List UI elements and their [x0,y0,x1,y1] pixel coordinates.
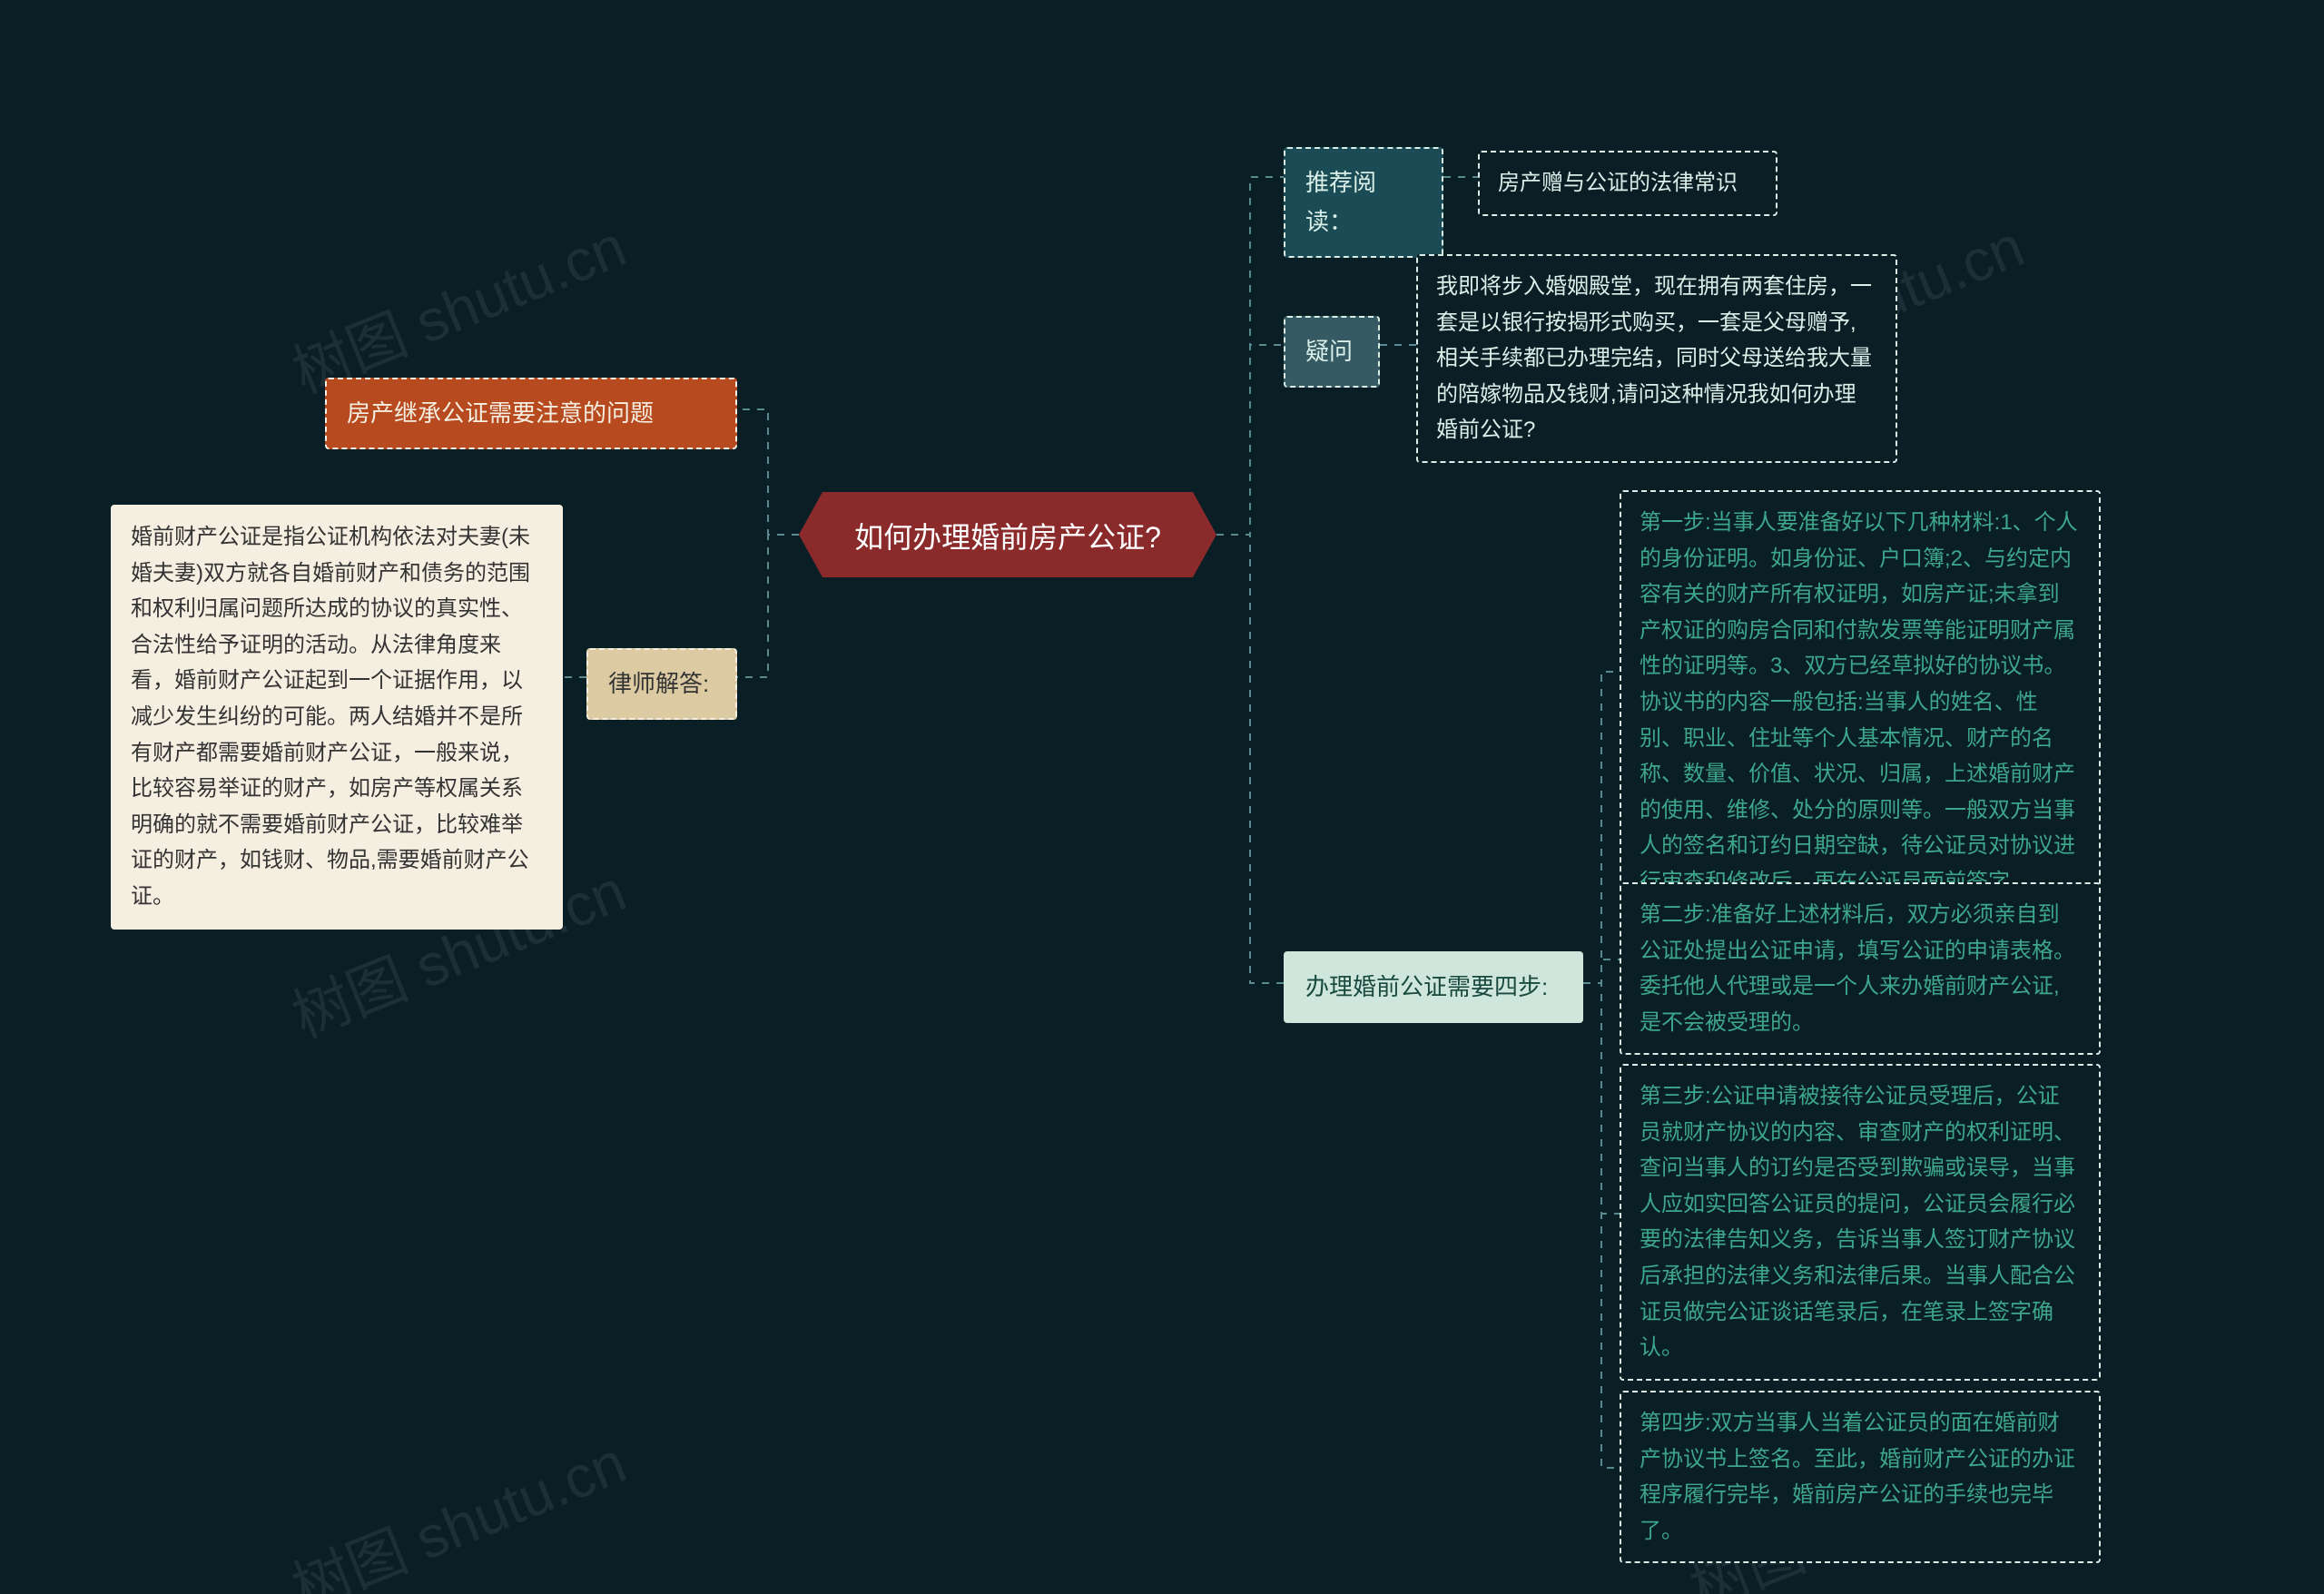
node-steps-label: 办理婚前公证需要四步: [1305,973,1548,1000]
node-question-label: 疑问 [1305,338,1353,365]
node-recommend-detail-text: 房产赠与公证的法律常识 [1498,171,1738,195]
root-node[interactable]: 如何办理婚前房产公证? [799,492,1216,584]
node-recommend[interactable]: 推荐阅读： [1284,147,1443,258]
node-inherit[interactable]: 房产继承公证需要注意的问题 [325,378,737,449]
node-recommend-label: 推荐阅读： [1305,169,1376,235]
node-step4-text: 第四步:双方当事人当着公证员的面在婚前财产协议书上签名。至此，婚前财产公证的办证… [1640,1411,2075,1543]
node-step2-text: 第二步:准备好上述材料后，双方必须亲自到公证处提出公证申请，填写公证的申请表格。… [1640,902,2075,1035]
node-step1-text: 第一步:当事人要准备好以下几种材料:1、个人的身份证明。如身份证、户口簿;2、与… [1640,510,2078,894]
node-steps[interactable]: 办理婚前公证需要四步: [1284,951,1583,1023]
node-question-detail[interactable]: 我即将步入婚姻殿堂，现在拥有两套住房，一套是以银行按揭形式购买，一套是父母赠予,… [1416,254,1897,463]
node-question-detail-text: 我即将步入婚姻殿堂，现在拥有两套住房，一套是以银行按揭形式购买，一套是父母赠予,… [1436,274,1872,442]
node-step1[interactable]: 第一步:当事人要准备好以下几种材料:1、个人的身份证明。如身份证、户口簿;2、与… [1620,490,2101,915]
node-step4[interactable]: 第四步:双方当事人当着公证员的面在婚前财产协议书上签名。至此，婚前财产公证的办证… [1620,1391,2101,1563]
node-question[interactable]: 疑问 [1284,316,1380,388]
root-label: 如何办理婚前房产公证? [854,514,1161,562]
node-inherit-label: 房产继承公证需要注意的问题 [347,399,654,427]
node-lawyer-detail[interactable]: 婚前财产公证是指公证机构依法对夫妻(未婚夫妻)双方就各自婚前财产和债务的范围和权… [111,505,563,930]
node-recommend-detail[interactable]: 房产赠与公证的法律常识 [1478,151,1777,216]
node-step2[interactable]: 第二步:准备好上述材料后，双方必须亲自到公证处提出公证申请，填写公证的申请表格。… [1620,882,2101,1055]
node-lawyer-label: 律师解答: [608,670,709,697]
node-lawyer[interactable]: 律师解答: [586,648,737,720]
node-step3-text: 第三步:公证申请被接待公证员受理后，公证员就财产协议的内容、审查财产的权利证明、… [1640,1084,2075,1360]
node-lawyer-detail-text: 婚前财产公证是指公证机构依法对夫妻(未婚夫妻)双方就各自婚前财产和债务的范围和权… [131,525,530,909]
node-step3[interactable]: 第三步:公证申请被接待公证员受理后，公证员就财产协议的内容、审查财产的权利证明、… [1620,1064,2101,1381]
